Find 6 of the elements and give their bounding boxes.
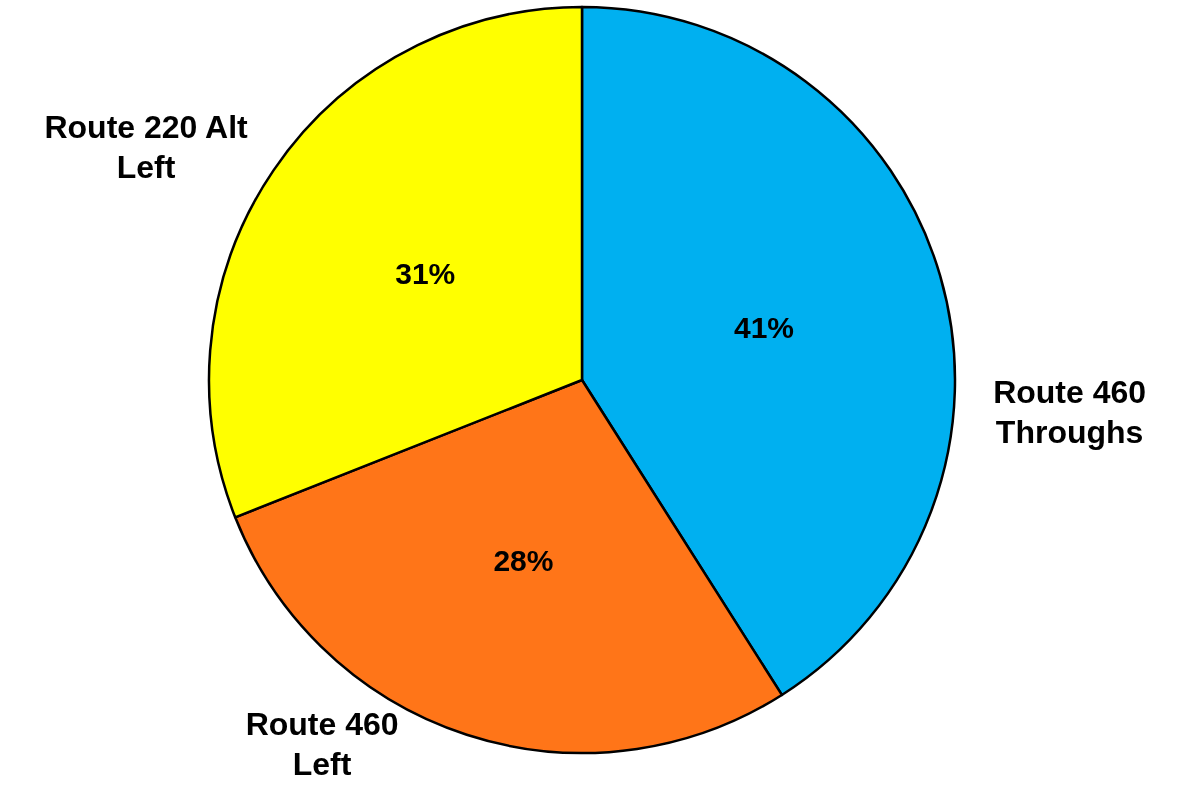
slice-label: Route 220 Alt Left [44,108,249,185]
slice-label: Route 460 Throughs [993,373,1147,450]
data-label: 31% [395,256,456,290]
data-label: 28% [493,543,554,577]
slice-label: Route 460 Left [245,706,399,783]
data-label: 41% [733,310,794,344]
